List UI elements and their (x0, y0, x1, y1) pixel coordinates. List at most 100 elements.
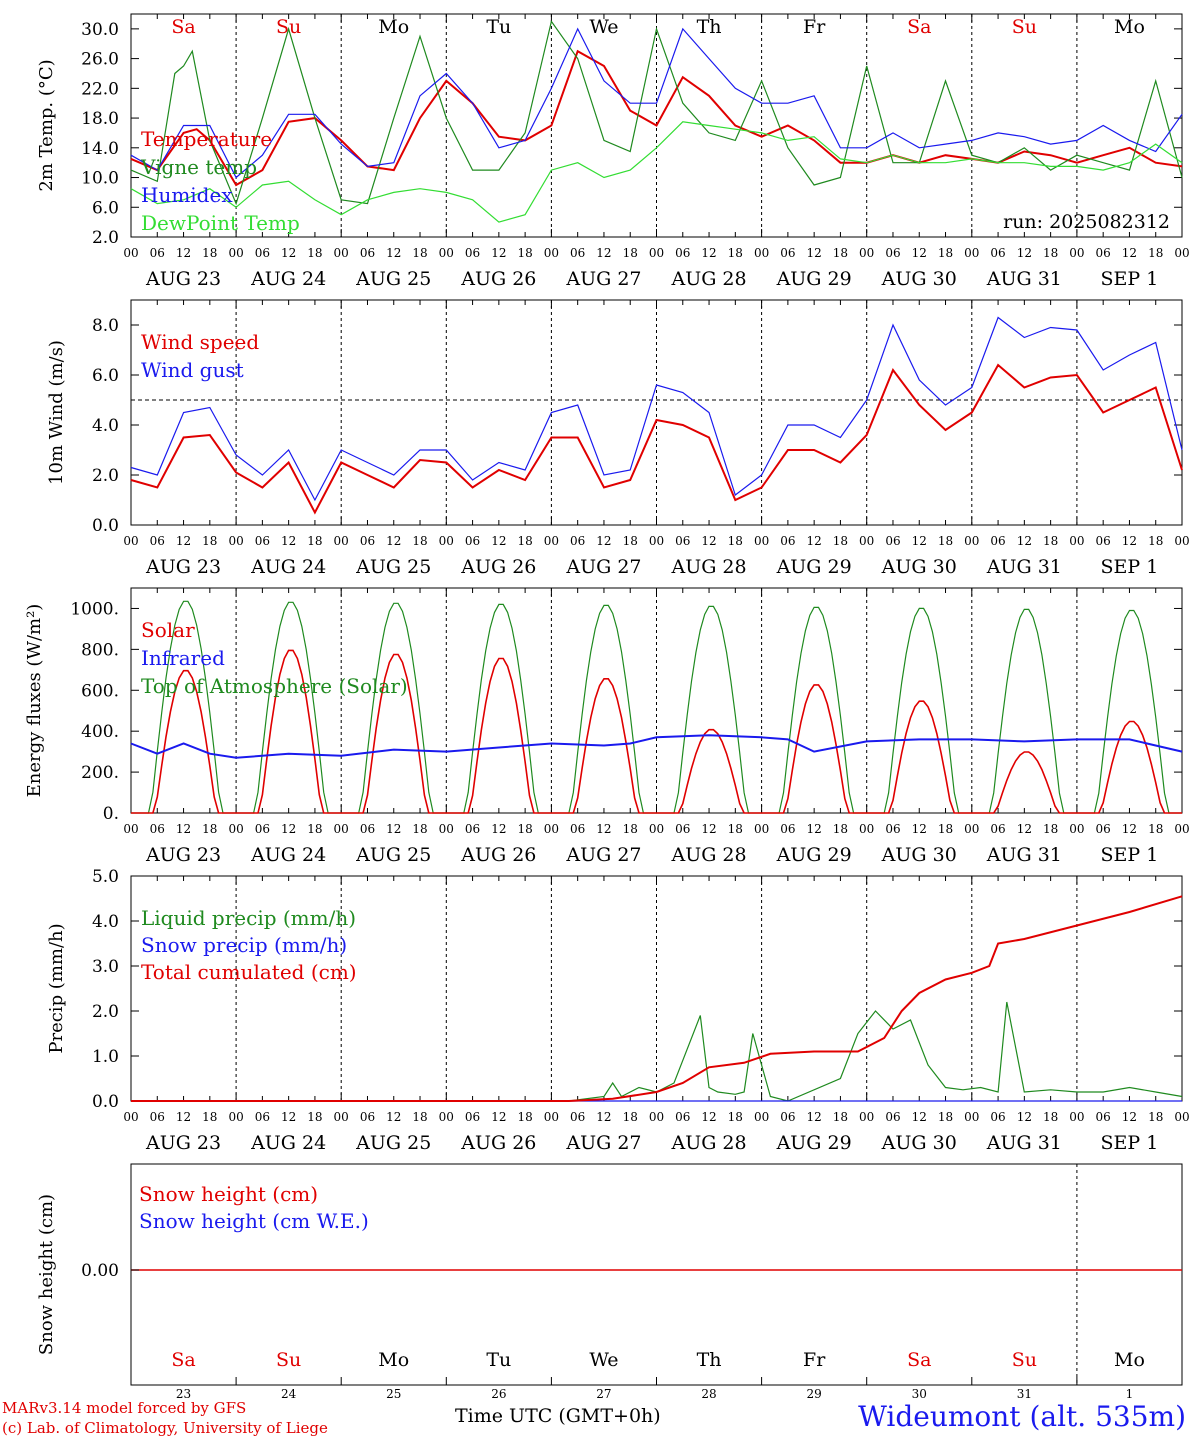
hour-label: 12 (176, 822, 191, 836)
hour-label: 18 (833, 246, 848, 260)
date-label: SEP 1 (1101, 1132, 1159, 1154)
date-label: AUG 26 (460, 844, 536, 866)
hour-label: 00 (859, 822, 874, 836)
hour-label: 06 (255, 246, 270, 260)
y-tick-label: 10.0 (81, 169, 119, 189)
hour-label: 18 (1043, 534, 1058, 548)
y-tick-label: 0. (103, 804, 119, 824)
hour-label: 06 (885, 822, 900, 836)
hour-label: 06 (570, 246, 585, 260)
hour-label: 18 (623, 1110, 638, 1124)
hour-label: 12 (807, 822, 822, 836)
date-label: AUG 23 (145, 844, 221, 866)
hour-label: 06 (150, 1110, 165, 1124)
date-label: AUG 28 (670, 556, 746, 578)
day-name: Su (276, 1349, 301, 1371)
date-label: AUG 30 (881, 1132, 957, 1154)
hour-label: 18 (1043, 246, 1058, 260)
time-axis-label: Time UTC (GMT+0h) (455, 1405, 661, 1427)
legend-entry: Wind gust (141, 358, 244, 382)
hour-label: 00 (1069, 534, 1084, 548)
y-tick-label: 4.0 (92, 912, 119, 932)
hour-label: 00 (228, 246, 243, 260)
day-number: 29 (807, 1387, 822, 1401)
day-number: 25 (386, 1387, 401, 1401)
day-number: 27 (596, 1387, 611, 1401)
hour-label: 12 (176, 246, 191, 260)
hour-label: 00 (859, 246, 874, 260)
lab-credit: (c) Lab. of Climatology, University of L… (2, 1419, 328, 1437)
hour-label: 12 (701, 246, 716, 260)
date-label: AUG 23 (145, 556, 221, 578)
hour-label: 00 (649, 246, 664, 260)
hour-label: 00 (754, 1110, 769, 1124)
hour-label: 12 (491, 246, 506, 260)
hour-label: 18 (517, 246, 532, 260)
hour-label: 06 (255, 534, 270, 548)
date-label: AUG 25 (355, 268, 431, 290)
day-number: 30 (912, 1387, 927, 1401)
infrared-line (130, 734, 1183, 759)
legend-entry: Snow height (cm) (139, 1182, 318, 1206)
date-label: AUG 27 (565, 268, 641, 290)
hour-label: 00 (649, 822, 664, 836)
y-tick-label: 3.0 (92, 957, 119, 977)
y-tick-label: 600. (81, 681, 119, 701)
hour-label: 06 (675, 246, 690, 260)
y-tick-label: 2.0 (92, 1002, 119, 1022)
hour-label: 12 (176, 1110, 191, 1124)
hour-label: 06 (885, 1110, 900, 1124)
y-tick-label: 5.0 (92, 867, 119, 887)
hour-label: 06 (570, 1110, 585, 1124)
y-axis-label: 10m Wind (m/s) (46, 340, 67, 485)
y-axis-label: 2m Temp. (°C) (36, 59, 57, 191)
hour-label: 06 (465, 534, 480, 548)
date-label: AUG 30 (881, 268, 957, 290)
legend-entry: Snow precip (mm/h) (141, 933, 347, 957)
hour-label: 06 (780, 1110, 795, 1124)
hour-label: 18 (938, 822, 953, 836)
date-label: AUG 24 (250, 1132, 326, 1154)
hour-label: 18 (412, 246, 427, 260)
day-name: Sa (907, 1349, 931, 1371)
hour-label: 00 (964, 534, 979, 548)
hour-label: 00 (754, 246, 769, 260)
date-label: AUG 28 (670, 1132, 746, 1154)
hour-label: 06 (360, 1110, 375, 1124)
legend-entry: Wind speed (141, 330, 259, 354)
hour-label: 06 (360, 534, 375, 548)
hour-label: 12 (912, 1110, 927, 1124)
hour-label: 00 (439, 534, 454, 548)
y-axis-label: Energy fluxes (W/m²) (24, 604, 45, 798)
hour-label: 00 (228, 1110, 243, 1124)
hour-label: 18 (202, 1110, 217, 1124)
y-tick-label: 14.0 (81, 139, 119, 159)
day-name: Sa (171, 16, 195, 38)
day-name: Fr (803, 16, 826, 38)
hour-label: 06 (1096, 1110, 1111, 1124)
hour-label: 18 (307, 1110, 322, 1124)
hour-label: 06 (780, 822, 795, 836)
legend-entry: Liquid precip (mm/h) (141, 906, 356, 930)
date-label: AUG 24 (250, 556, 326, 578)
hour-label: 12 (912, 246, 927, 260)
hour-label: 06 (675, 534, 690, 548)
hour-label: 12 (807, 1110, 822, 1124)
hour-label: 18 (412, 534, 427, 548)
y-tick-label: 0.00 (81, 1261, 119, 1281)
hour-label: 18 (938, 246, 953, 260)
hour-label: 18 (1043, 822, 1058, 836)
hour-label: 00 (649, 534, 664, 548)
hour-label: 12 (1122, 1110, 1137, 1124)
hour-label: 06 (780, 534, 795, 548)
hour-label: 06 (255, 822, 270, 836)
date-label: SEP 1 (1101, 556, 1159, 578)
y-tick-label: 0.0 (92, 1092, 119, 1112)
hour-label: 00 (334, 246, 349, 260)
hour-label: 06 (360, 246, 375, 260)
date-label: AUG 29 (776, 1132, 852, 1154)
hour-label: 06 (465, 822, 480, 836)
date-label: AUG 25 (355, 1132, 431, 1154)
date-label: AUG 29 (776, 268, 852, 290)
y-tick-label: 6.0 (92, 198, 119, 218)
